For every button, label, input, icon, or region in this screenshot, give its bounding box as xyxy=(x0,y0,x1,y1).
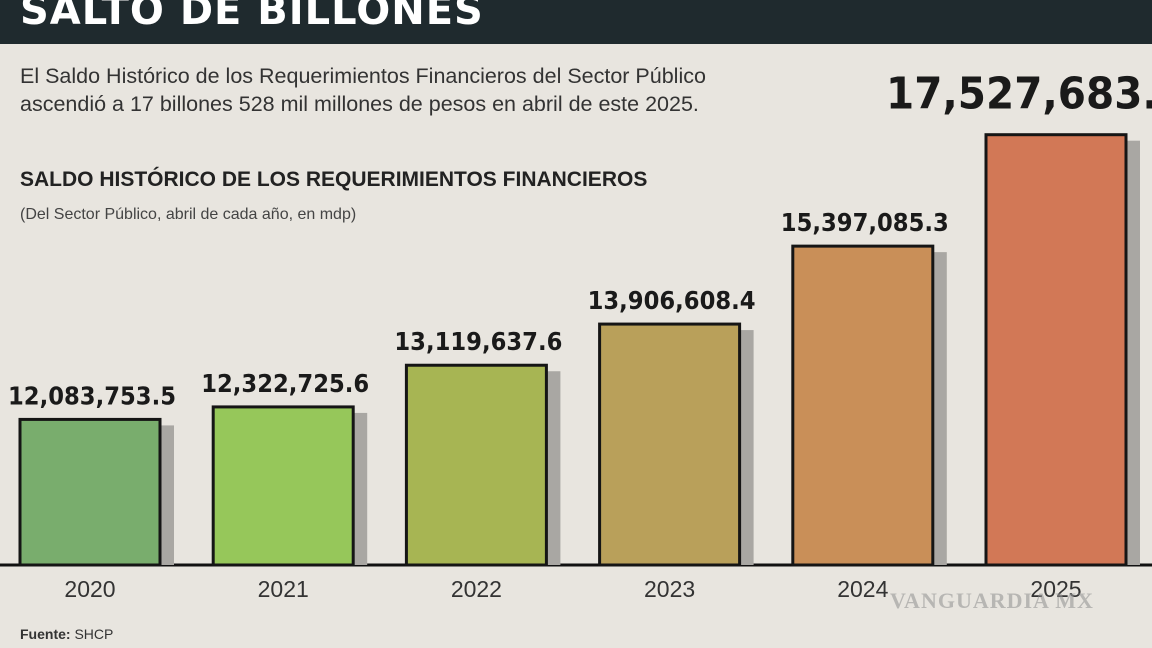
x-tick-label: 2023 xyxy=(644,576,695,602)
chart-title: SALDO HISTÓRICO DE LOS REQUERIMIENTOS FI… xyxy=(20,168,648,191)
source-label: Fuente: xyxy=(20,626,71,642)
bar xyxy=(791,244,935,567)
bar-shadow xyxy=(160,425,174,565)
value-label: 12,083,753.5 xyxy=(8,381,176,410)
x-tick-label: 2021 xyxy=(258,576,309,602)
x-tick-label: 2024 xyxy=(837,576,888,602)
description: El Saldo Histórico de los Requerimientos… xyxy=(20,64,706,116)
header-bar xyxy=(0,0,1152,44)
value-label: 13,119,637.6 xyxy=(394,327,562,356)
x-tick-label: 2022 xyxy=(451,576,502,602)
x-tick-label: 2020 xyxy=(64,576,115,602)
bar-shadow xyxy=(739,330,754,565)
bar xyxy=(211,405,355,567)
bar-shadow xyxy=(546,371,561,565)
bar xyxy=(984,133,1128,567)
bar-shadow xyxy=(353,412,368,565)
value-label: 13,906,608.4 xyxy=(588,286,756,315)
x-tick-label: 2025 xyxy=(1030,576,1081,602)
bar xyxy=(18,417,162,567)
value-label: 12,322,725.6 xyxy=(201,369,369,398)
value-label: 15,397,085.3 xyxy=(781,208,949,237)
page-title: SALTO DE BILLONES xyxy=(20,0,484,34)
watermark: VANGUARDIA MX xyxy=(890,588,1094,613)
bar-shadow xyxy=(932,252,947,565)
source: Fuente: SHCP xyxy=(20,626,113,642)
source-text: SHCP xyxy=(74,626,114,642)
bar-shadow xyxy=(1126,140,1140,565)
chart-subtitle: (Del Sector Público, abril de cada año, … xyxy=(20,206,357,223)
bar xyxy=(404,363,548,567)
bar xyxy=(598,322,742,567)
value-label: 17,527,683.2 xyxy=(886,69,1152,120)
